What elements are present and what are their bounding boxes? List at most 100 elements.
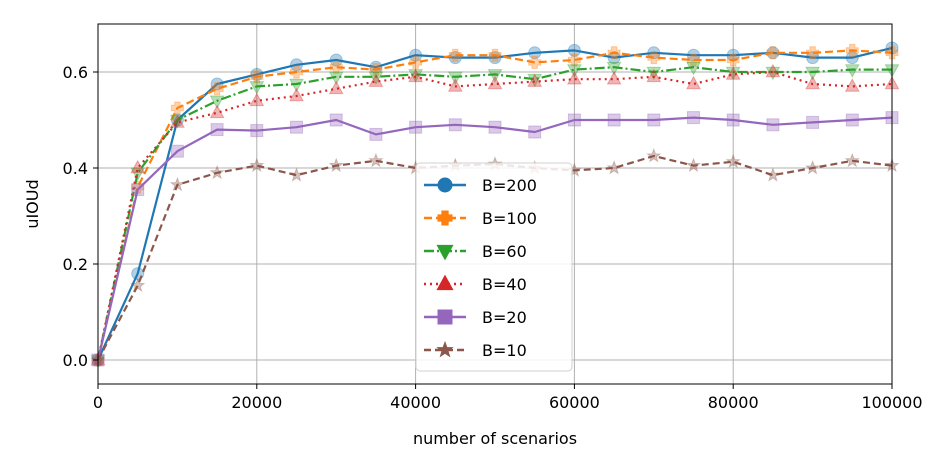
legend-marker <box>437 210 453 226</box>
data-point <box>845 43 859 57</box>
legend-marker <box>437 177 453 193</box>
data-point <box>289 87 304 102</box>
x-tick-label: 60000 <box>549 393 600 412</box>
data-point <box>250 70 264 84</box>
data-point <box>288 167 305 182</box>
data-point <box>329 60 343 74</box>
data-point <box>131 180 145 194</box>
data-point <box>726 53 740 67</box>
data-point <box>805 75 821 90</box>
data-point <box>528 55 542 69</box>
data-point <box>647 51 661 65</box>
x-tick-label: 20000 <box>231 393 282 412</box>
data-point <box>607 113 621 127</box>
series-B=40 <box>90 63 900 366</box>
data-point <box>844 64 860 78</box>
legend-item: B=10 <box>424 340 527 360</box>
x-axis: 0 20000 40000 60000 80000 100000 <box>93 384 923 412</box>
data-point <box>448 48 462 62</box>
data-point <box>527 73 543 88</box>
data-point <box>606 61 622 76</box>
legend-item: B=40 <box>424 274 527 294</box>
data-point <box>487 69 503 83</box>
legend-label: B=200 <box>482 176 537 195</box>
data-point <box>249 92 265 107</box>
data-point <box>170 101 184 115</box>
data-point <box>369 127 383 141</box>
data-point <box>447 78 463 92</box>
data-point <box>685 157 702 173</box>
data-point <box>209 164 225 180</box>
data-point <box>726 113 740 127</box>
data-point <box>646 147 662 163</box>
series-line <box>96 70 893 361</box>
data-point <box>806 51 820 65</box>
data-point <box>329 113 343 127</box>
y-tick-label: 0.6 <box>63 63 88 82</box>
legend: B=200 B=100 B=60 B=40 B=20 B=10 <box>415 162 573 372</box>
data-point <box>765 66 781 81</box>
series-line <box>96 116 893 361</box>
data-point <box>646 66 662 81</box>
data-point <box>845 113 859 127</box>
y-tick-label: 0.0 <box>63 351 88 370</box>
data-point <box>805 66 821 81</box>
data-point <box>606 159 622 175</box>
data-point <box>130 277 146 293</box>
plot-frame <box>97 23 893 385</box>
data-point <box>290 120 303 134</box>
data-point <box>130 167 146 182</box>
legend-item: B=20 <box>424 308 527 327</box>
data-point <box>725 153 741 169</box>
x-tick-label: 40000 <box>390 393 441 412</box>
x-tick-label: 80000 <box>708 393 759 412</box>
data-point <box>328 80 344 95</box>
y-axis: 0.0 0.2 0.4 0.6 <box>63 63 98 370</box>
series-B=20 <box>91 111 899 367</box>
data-point <box>686 75 701 90</box>
data-point <box>687 48 700 62</box>
data-point <box>409 48 423 62</box>
data-point <box>329 53 343 67</box>
legend-box <box>415 162 573 372</box>
data-point <box>528 46 542 60</box>
data-point <box>804 159 821 175</box>
data-point <box>170 144 184 158</box>
data-point <box>328 157 344 173</box>
legend-label: B=40 <box>482 275 527 294</box>
series-line <box>97 154 893 361</box>
y-axis-label: uIOUd <box>23 179 42 228</box>
data-point <box>210 123 224 137</box>
data-point <box>567 43 581 57</box>
data-point <box>765 167 781 182</box>
data-point <box>766 46 780 60</box>
data-point <box>368 152 384 168</box>
x-tick-label: 100000 <box>861 393 922 412</box>
series-B=100 <box>91 43 899 367</box>
data-point <box>249 157 265 173</box>
data-point <box>448 118 462 132</box>
data-point <box>408 69 424 83</box>
legend-marker <box>437 309 453 325</box>
data-point <box>488 120 502 134</box>
data-point <box>607 46 621 60</box>
data-point <box>607 51 621 65</box>
data-point <box>725 66 741 80</box>
data-point <box>408 68 424 83</box>
x-tick-label: 0 <box>93 393 103 412</box>
data-point <box>726 48 740 62</box>
data-point <box>646 68 662 83</box>
data-point <box>131 183 145 197</box>
data-point <box>566 70 582 85</box>
data-point <box>527 73 543 87</box>
data-point <box>487 75 503 90</box>
legend-label: B=20 <box>482 308 527 327</box>
data-point <box>249 81 265 95</box>
data-point <box>844 78 860 92</box>
data-point <box>647 46 661 60</box>
data-point <box>210 82 224 96</box>
data-point <box>169 176 186 192</box>
data-point <box>647 113 661 127</box>
legend-marker <box>436 340 454 358</box>
data-point <box>766 118 780 132</box>
